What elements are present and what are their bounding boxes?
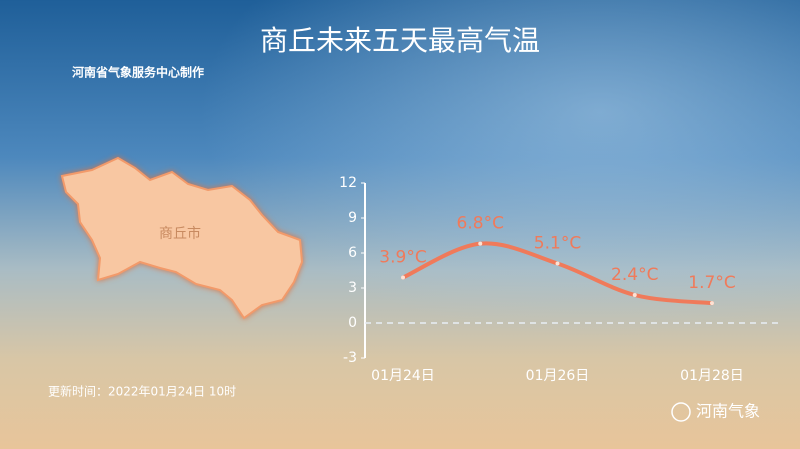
point bbox=[710, 301, 714, 306]
y-tick-label: 0 bbox=[348, 315, 357, 331]
map-label: 商丘市 bbox=[159, 225, 201, 242]
watermark: 河南气象 bbox=[696, 402, 760, 421]
x-tick-label: 01月28日 bbox=[680, 368, 744, 384]
point bbox=[401, 275, 405, 280]
data-label: 1.7°C bbox=[688, 273, 735, 293]
y-tick-label: -3 bbox=[343, 350, 357, 366]
data-label: 5.1°C bbox=[534, 234, 581, 254]
x-tick-label: 01月24日 bbox=[371, 368, 435, 384]
y-tick-label: 6 bbox=[348, 245, 357, 261]
chart-subtitle: 河南省气象服务中心制作 bbox=[71, 65, 204, 80]
y-tick-label: 12 bbox=[339, 175, 357, 191]
point bbox=[555, 261, 560, 266]
point bbox=[632, 293, 637, 297]
data-label: 2.4°C bbox=[611, 265, 658, 285]
y-tick-label: 9 bbox=[348, 210, 357, 226]
point bbox=[478, 241, 483, 246]
watermark-icon bbox=[671, 402, 691, 422]
data-label: 6.8°C bbox=[457, 214, 504, 234]
update-time: 更新时间：2022年01月24日 10时 bbox=[48, 384, 236, 399]
region-map bbox=[60, 156, 304, 320]
data-label: 3.9°C bbox=[379, 248, 426, 268]
x-tick-label: 01月26日 bbox=[526, 368, 590, 384]
y-tick-label: 3 bbox=[348, 280, 357, 296]
chart-title: 商丘未来五天最高气温 bbox=[260, 24, 540, 57]
